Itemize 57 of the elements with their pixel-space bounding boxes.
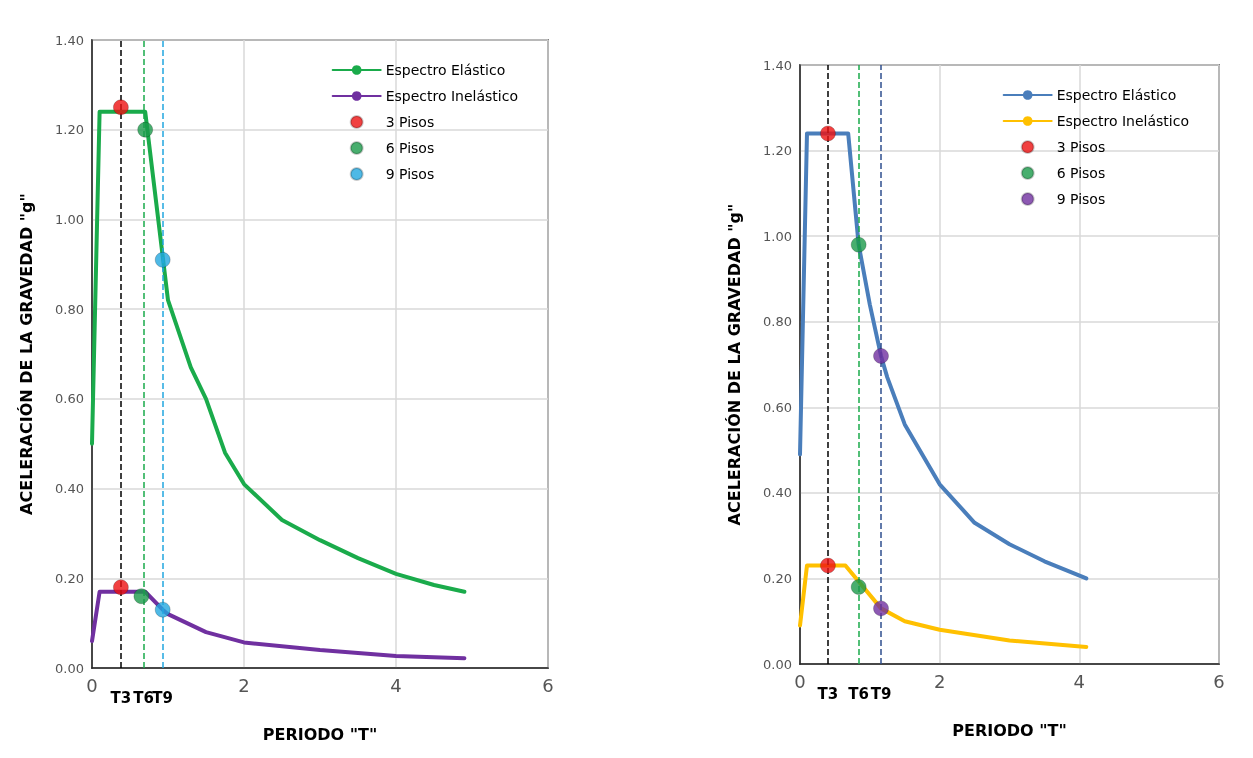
y-tick-label: 1.00 [763, 228, 792, 244]
ref-line-label: T3 [817, 684, 839, 703]
x-tick-label: 4 [390, 674, 402, 696]
point [873, 600, 890, 617]
point [112, 99, 129, 116]
legend-label: Espectro Inelástico [1056, 113, 1189, 129]
ref-line-label: T9 [870, 684, 892, 703]
legend-label: 9 Pisos [385, 166, 435, 182]
y-tick-label: 0.20 [763, 570, 792, 586]
x-axis-title: PERIODO "T" [262, 724, 378, 744]
point [850, 578, 867, 595]
y-tick-label: 0.00 [763, 656, 792, 672]
y-axis-title: ACELERACIÓN DE LA GRAVEDAD "g" [724, 203, 744, 526]
ref-line-label: T6 [848, 684, 869, 703]
legend-label: 3 Pisos [385, 114, 435, 130]
legend-label: 9 Pisos [1056, 191, 1106, 207]
ref-line-label: T3 [110, 688, 132, 707]
point [850, 236, 867, 253]
y-tick-label: 0.60 [763, 399, 792, 415]
line-series [90, 589, 467, 661]
line-series [798, 563, 1089, 649]
point [873, 347, 890, 364]
y-tick-label: 0.40 [55, 481, 84, 497]
point [133, 588, 150, 605]
point [819, 557, 836, 574]
y-tick-label: 0.40 [763, 485, 792, 501]
point [112, 579, 129, 596]
legend-label: Espectro Inelástico [385, 88, 518, 104]
x-tick-label: 0 [794, 670, 806, 692]
legend-label: Espectro Elástico [385, 62, 506, 78]
legend-label: 6 Pisos [385, 140, 435, 156]
legend-label: 3 Pisos [1056, 139, 1106, 155]
y-tick-label: 1.20 [55, 122, 84, 138]
y-tick-label: 1.20 [763, 143, 792, 159]
x-tick-label: 2 [238, 674, 250, 696]
y-tick-label: 0.20 [55, 570, 84, 586]
y-tick-label: 1.40 [763, 57, 792, 73]
y-tick-label: 1.00 [55, 211, 84, 227]
x-axis-title: PERIODO "T" [952, 720, 1067, 740]
legend-label: 6 Pisos [1056, 165, 1106, 181]
y-tick-label: 0.00 [55, 660, 84, 676]
y-tick-label: 1.40 [55, 32, 84, 48]
point [154, 601, 171, 618]
x-tick-label: 4 [1073, 670, 1086, 692]
y-tick-label: 0.80 [55, 301, 84, 317]
ref-line-label: T9 [152, 688, 174, 707]
x-tick-label: 0 [86, 674, 98, 696]
legend-label: Espectro Elástico [1056, 87, 1177, 103]
x-tick-label: 6 [1213, 670, 1225, 692]
x-tick-label: 6 [542, 674, 554, 696]
y-axis-title: ACELERACIÓN DE LA GRAVEDAD "g" [16, 193, 36, 515]
x-tick-label: 2 [933, 670, 946, 692]
point [819, 125, 836, 142]
y-tick-label: 0.60 [55, 391, 84, 407]
point [137, 121, 154, 138]
point [154, 251, 171, 268]
y-tick-label: 0.80 [763, 314, 792, 330]
